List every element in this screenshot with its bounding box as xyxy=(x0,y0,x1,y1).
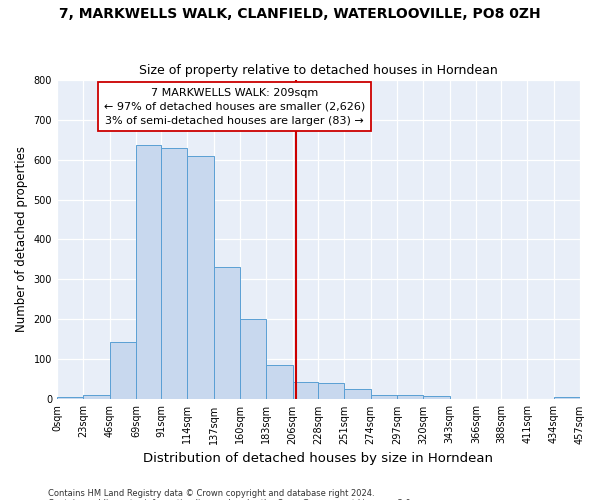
Bar xyxy=(318,384,344,400)
Bar xyxy=(214,268,240,400)
Bar xyxy=(344,390,371,400)
Bar xyxy=(240,320,266,400)
Text: 7, MARKWELLS WALK, CLANFIELD, WATERLOOVILLE, PO8 0ZH: 7, MARKWELLS WALK, CLANFIELD, WATERLOOVI… xyxy=(59,8,541,22)
Bar xyxy=(187,156,214,400)
X-axis label: Distribution of detached houses by size in Horndean: Distribution of detached houses by size … xyxy=(143,452,493,465)
Bar xyxy=(57,396,83,400)
Text: 7 MARKWELLS WALK: 209sqm
← 97% of detached houses are smaller (2,626)
3% of semi: 7 MARKWELLS WALK: 209sqm ← 97% of detach… xyxy=(104,88,365,126)
Bar xyxy=(554,398,580,400)
Bar xyxy=(397,394,423,400)
Bar xyxy=(266,366,293,400)
Bar xyxy=(83,396,110,400)
Bar xyxy=(371,395,397,400)
Text: Contains HM Land Registry data © Crown copyright and database right 2024.: Contains HM Land Registry data © Crown c… xyxy=(48,488,374,498)
Y-axis label: Number of detached properties: Number of detached properties xyxy=(15,146,28,332)
Title: Size of property relative to detached houses in Horndean: Size of property relative to detached ho… xyxy=(139,64,498,77)
Bar xyxy=(293,382,318,400)
Bar xyxy=(136,144,161,400)
Bar xyxy=(161,148,187,400)
Bar xyxy=(423,396,449,400)
Bar xyxy=(110,342,136,400)
Text: Contains public sector information licensed under the Open Government Licence v3: Contains public sector information licen… xyxy=(48,498,413,500)
